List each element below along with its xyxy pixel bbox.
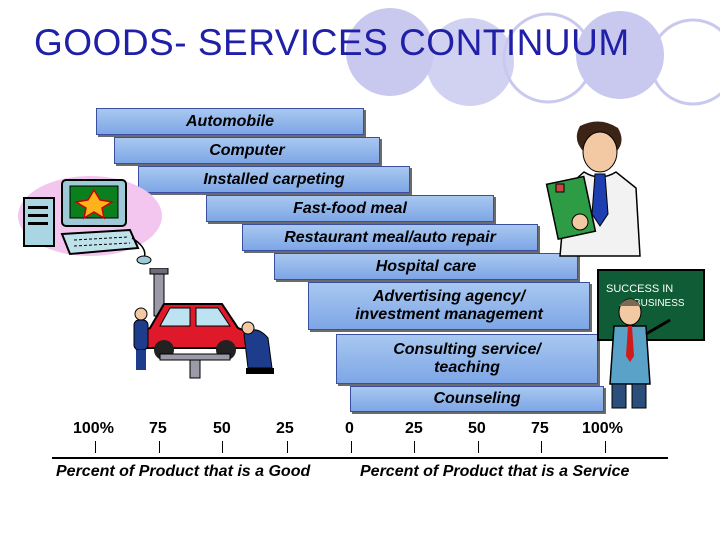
- bar-advertising-agency: Advertising agency/ investment managemen…: [308, 282, 590, 330]
- bar-installed-carpeting: Installed carpeting: [138, 166, 410, 193]
- tick-mark: [605, 441, 606, 453]
- decorative-circles: [346, 8, 720, 106]
- computer-clipart: [18, 176, 162, 265]
- bar-label: Automobile: [186, 112, 274, 130]
- tick-mark: [351, 441, 352, 453]
- tick-label: 0: [345, 420, 354, 437]
- tick-label: 50: [213, 420, 231, 437]
- bar-computer: Computer: [114, 137, 380, 164]
- tick-label: 50: [468, 420, 486, 437]
- bar-label: Counseling: [433, 390, 521, 407]
- axis-label-good: Percent of Product that is a Good: [56, 463, 311, 480]
- tick-mark: [159, 441, 160, 453]
- bar-restaurant-meal: Restaurant meal/auto repair: [242, 224, 538, 251]
- bar-label: Installed carpeting: [203, 170, 345, 188]
- bar-label: Advertising agency/ investment managemen…: [355, 288, 543, 323]
- svg-text:SUCCESS IN: SUCCESS IN: [606, 283, 673, 295]
- bar-label: Hospital care: [375, 257, 477, 275]
- bar-automobile: Automobile: [96, 108, 364, 135]
- tick-label: 75: [149, 420, 167, 437]
- tick-mark: [414, 441, 415, 453]
- bar-hospital-care: Hospital care: [274, 253, 578, 280]
- tick-label: 75: [531, 420, 549, 437]
- bar-label: Restaurant meal/auto repair: [284, 228, 496, 246]
- tick-mark: [287, 441, 288, 453]
- tick-label: 25: [276, 420, 294, 437]
- bar-label: Fast-food meal: [293, 199, 407, 217]
- bar-fast-food-meal: Fast-food meal: [206, 195, 494, 222]
- teacher-clipart: SUCCESS IN BUSINESS: [597, 269, 705, 409]
- tick-mark: [541, 441, 542, 453]
- bar-consulting-service: Consulting service/ teaching: [336, 334, 598, 384]
- tick-mark: [222, 441, 223, 453]
- page-title: GOODS- SERVICES CONTINUUM: [34, 22, 630, 63]
- bar-label: Consulting service/ teaching: [393, 341, 541, 376]
- bar-counseling: Counseling: [350, 386, 604, 412]
- bar-label: Computer: [209, 141, 285, 159]
- svg-text:BUSINESS: BUSINESS: [634, 298, 685, 309]
- tick-mark: [478, 441, 479, 453]
- tick-label: 25: [405, 420, 423, 437]
- tick-mark: [95, 441, 96, 453]
- tick-label: 100%: [582, 420, 623, 437]
- axis-label-service: Percent of Product that is a Service: [360, 463, 630, 480]
- businessman-clipart: [545, 121, 641, 257]
- axis-line: [52, 457, 668, 459]
- auto-repair-clipart: [133, 268, 274, 379]
- tick-label: 100%: [73, 420, 114, 437]
